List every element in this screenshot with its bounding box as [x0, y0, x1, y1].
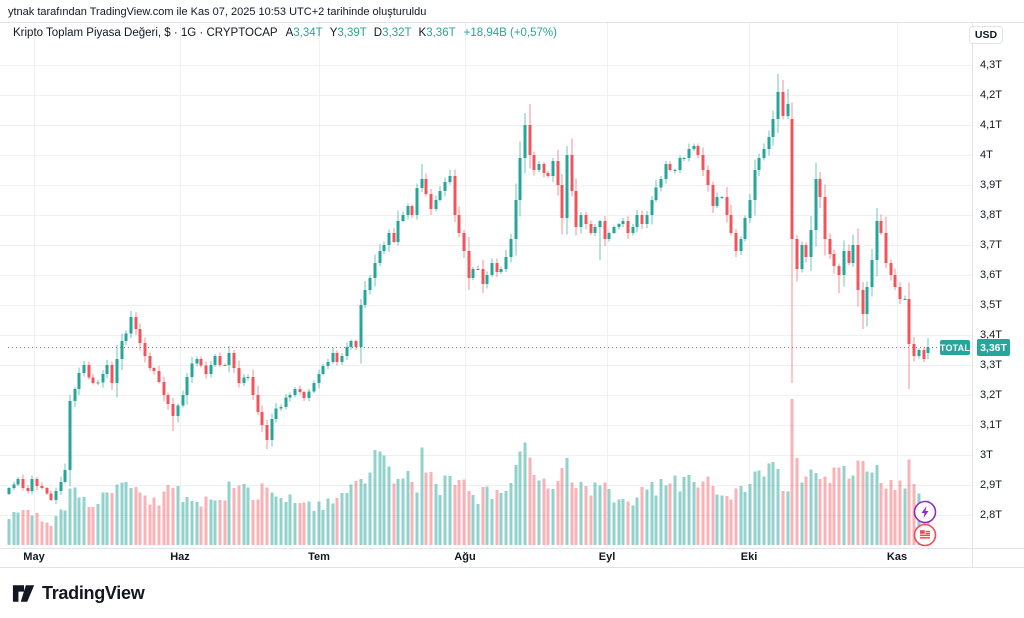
price-tick-label: 3,6T [980, 268, 1003, 281]
legend-ohlc-values: A3,34T Y3,39T D3,32T K3,36T [286, 27, 456, 39]
symbol-badge: TOTAL [940, 340, 970, 355]
last-price-badge: 3,36T [977, 339, 1010, 356]
tradingview-logo[interactable]: TradingView [12, 583, 145, 604]
price-tick-label: 3,8T [980, 208, 1003, 221]
time-tick-label: Ağu [454, 551, 476, 563]
tradingview-logo-icon [12, 585, 35, 602]
legend-ohlc-pair: K3,36T [418, 27, 456, 39]
chart-legend[interactable]: Kripto Toplam Piyasa Değeri, $ · 1G · CR… [13, 27, 557, 39]
price-tick-label: 4,1T [980, 118, 1003, 131]
legend-ohlc-pair: D3,32T [373, 27, 412, 39]
idea-marker-icons[interactable] [910, 497, 942, 553]
price-tick-label: 4,3T [980, 58, 1003, 71]
legend-symbol-title[interactable]: Kripto Toplam Piyasa Değeri, $ · 1G · CR… [13, 27, 278, 39]
attribution-text: ytnak tarafından TradingView.com ile Kas… [8, 6, 427, 18]
price-tick-label: 3T [980, 448, 993, 461]
time-tick-label: Eyl [598, 551, 616, 563]
price-tick-label: 3,1T [980, 418, 1003, 431]
price-tick-label: 4T [980, 148, 993, 161]
time-tick-label: Haz [170, 551, 190, 563]
legend-change: +18,94B (+0,57%) [463, 27, 557, 39]
lightning-marker-icon [913, 500, 937, 524]
flag-marker-icon [913, 523, 937, 547]
time-tick-label: May [23, 551, 45, 563]
price-tick-label: 3,5T [980, 298, 1003, 311]
time-tick-label: Eki [740, 551, 758, 563]
price-axis-divider [972, 22, 973, 567]
price-tick-label: 2,9T [980, 478, 1003, 491]
price-tick-label: 4,2T [980, 88, 1003, 101]
price-tick-label: 3,9T [980, 178, 1003, 191]
price-tick-label: 3,7T [980, 238, 1003, 251]
legend-ohlc-pair: A3,34T [285, 27, 323, 39]
price-tick-label: 3,4T [980, 328, 1003, 341]
time-axis-divider [0, 548, 1024, 549]
time-tick-label: Tem [308, 551, 330, 563]
price-tick-label: 2,8T [980, 508, 1003, 521]
price-tick-label: 3,2T [980, 388, 1003, 401]
header-divider [0, 22, 1024, 23]
chart-bottom-divider [0, 567, 1024, 568]
legend-ohlc-pair: Y3,39T [329, 27, 367, 39]
tradingview-logo-text: TradingView [42, 583, 145, 603]
currency-button[interactable]: USD [969, 26, 1003, 44]
price-tick-label: 3,3T [980, 358, 1003, 371]
time-tick-label: Kas [886, 551, 908, 563]
